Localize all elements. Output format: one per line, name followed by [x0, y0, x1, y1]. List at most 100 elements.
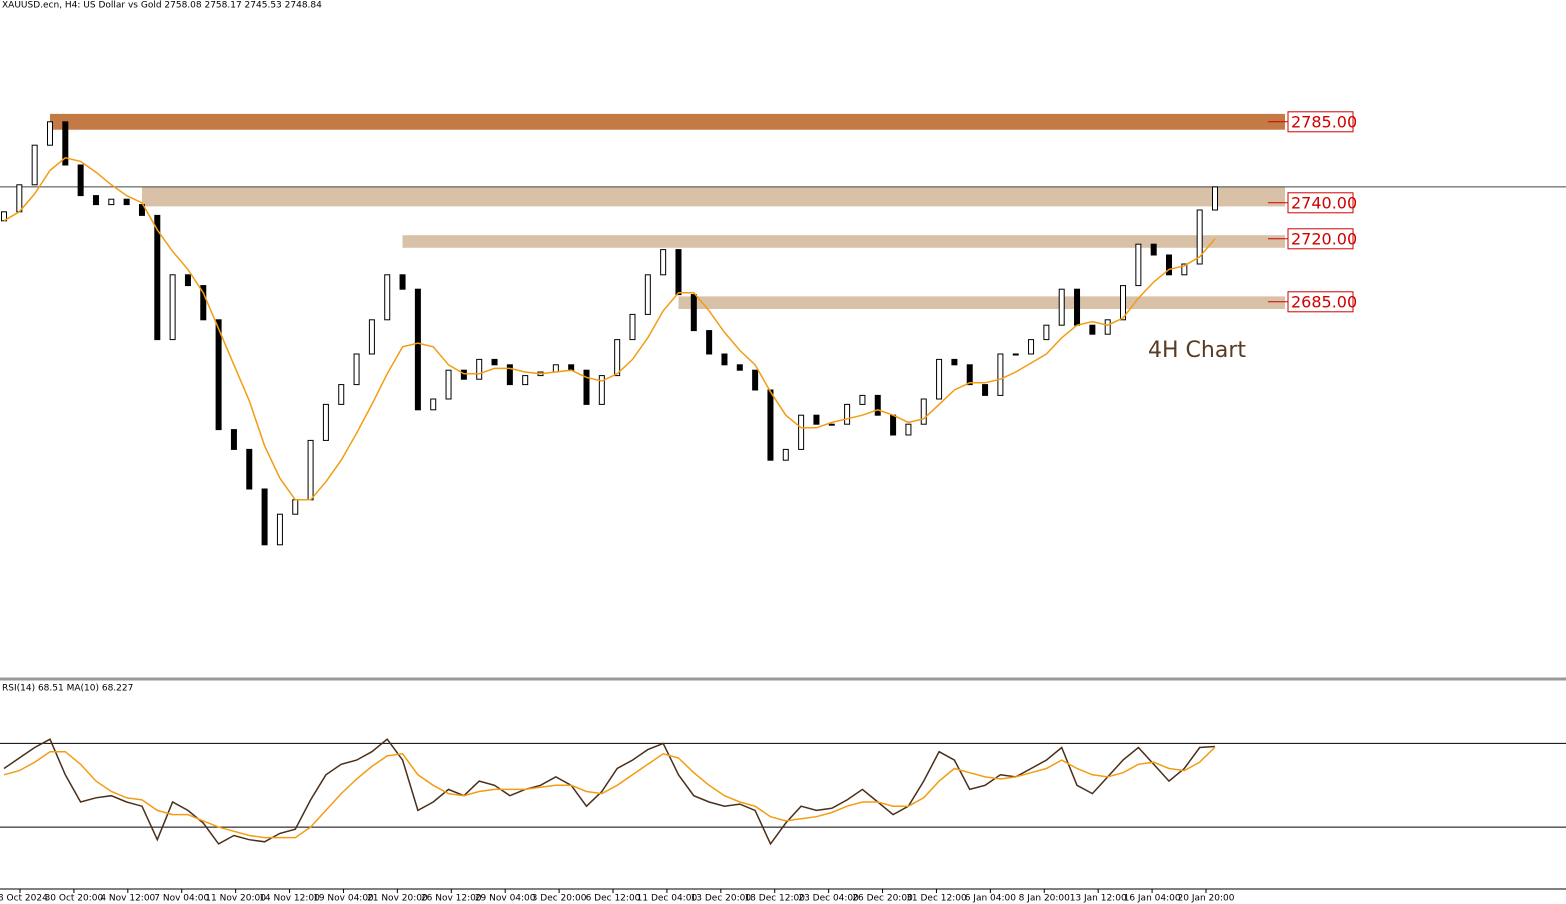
x-tick-label: 3 Dec 20:00	[532, 894, 587, 904]
x-tick-label: 8 Jan 20:00	[1019, 894, 1071, 904]
candle	[752, 369, 759, 391]
candle	[123, 198, 130, 206]
rsi-line	[3, 738, 1216, 846]
candle	[598, 375, 605, 405]
candle	[1074, 288, 1081, 326]
candle	[736, 364, 743, 371]
candle	[460, 369, 467, 380]
candle	[292, 499, 299, 515]
level-box	[1287, 111, 1354, 133]
candle	[920, 398, 927, 425]
x-tick-label: 4 Nov 12:00	[100, 894, 155, 904]
x-tick-label: 7 Nov 04:00	[154, 894, 209, 904]
rsi-line	[3, 746, 1216, 839]
candle	[31, 144, 38, 186]
candle	[276, 513, 283, 546]
candle	[568, 364, 575, 371]
chart-title: XAUUSD.ecn, H4: US Dollar vs Gold 2758.0…	[2, 1, 322, 11]
x-tick-label: 31 Dec 12:00	[906, 894, 967, 904]
candle	[506, 364, 513, 386]
candle	[414, 288, 421, 411]
x-tick-label: 23 Dec 04:00	[798, 894, 859, 904]
candle	[997, 353, 1004, 396]
candle	[721, 353, 728, 366]
candle	[951, 358, 958, 366]
candle	[154, 214, 161, 341]
level-box	[1287, 291, 1354, 313]
candle	[1135, 243, 1142, 287]
candle	[1028, 339, 1035, 355]
x-tick-label: 6 Dec 12:00	[586, 894, 641, 904]
annotation: 4H Chart	[1148, 338, 1246, 363]
x-tick-label: 11 Nov 20:00	[205, 894, 266, 904]
candle	[798, 414, 805, 450]
candle	[184, 274, 191, 287]
candle	[230, 429, 237, 450]
candle	[399, 274, 406, 290]
candle	[1166, 254, 1173, 276]
candle	[108, 198, 115, 206]
candle	[384, 274, 391, 321]
candle	[1181, 263, 1188, 276]
candle	[905, 423, 912, 436]
x-tick-label: 26 Nov 12:00	[421, 894, 482, 904]
candle	[982, 384, 989, 396]
level-label: 2720.00	[1291, 229, 1357, 248]
x-tick-label: 13 Dec 20:00	[691, 894, 752, 904]
x-tick-label: 26 Dec 20:00	[852, 894, 913, 904]
level-label: 2785.00	[1291, 112, 1357, 131]
candle	[706, 330, 713, 355]
x-tick-label: 28 Oct 2024	[0, 894, 48, 904]
x-tick-label: 20 Jan 20:00	[1178, 894, 1235, 904]
candle	[322, 403, 329, 441]
candle	[307, 439, 314, 501]
candle	[215, 319, 222, 431]
candle	[1, 211, 7, 222]
x-tick-label: 11 Dec 04:00	[637, 894, 698, 904]
candle	[644, 274, 651, 315]
candle	[261, 488, 268, 546]
candle	[767, 389, 774, 461]
candle	[936, 358, 943, 400]
candle	[62, 121, 69, 166]
candle	[77, 164, 84, 197]
candle	[782, 448, 789, 461]
candle	[16, 184, 23, 213]
candle	[828, 423, 835, 426]
level-label: 2685.00	[1291, 292, 1357, 311]
candle	[583, 369, 590, 405]
candle	[169, 274, 176, 341]
candle	[1012, 353, 1019, 356]
candle	[138, 204, 145, 216]
candle	[200, 285, 207, 321]
x-tick-label: 18 Dec 12:00	[744, 894, 805, 904]
candle	[675, 249, 682, 296]
x-tick-label: 21 Nov 20:00	[367, 894, 428, 904]
candle	[844, 403, 851, 425]
candle	[690, 294, 697, 332]
zone	[141, 186, 1285, 207]
candle	[1150, 243, 1157, 256]
x-tick-label: 13 Jan 12:00	[1070, 894, 1127, 904]
x-tick-label: 16 Jan 04:00	[1124, 894, 1181, 904]
rsi-title: RSI(14) 68.51 MA(10) 68.227	[2, 684, 133, 694]
candle	[1196, 209, 1203, 265]
zone	[678, 296, 1285, 309]
moving-average	[3, 156, 1216, 501]
candle	[1212, 186, 1218, 211]
candle	[890, 414, 897, 436]
x-tick-label: 14 Nov 12:00	[259, 894, 320, 904]
level-box	[1287, 192, 1354, 214]
level-box	[1287, 228, 1354, 250]
candle	[1043, 324, 1050, 341]
candle	[660, 249, 667, 276]
candle	[614, 339, 621, 377]
candle	[491, 358, 498, 366]
candle	[338, 384, 345, 405]
x-tick-label: 30 Oct 20:00	[45, 894, 104, 904]
candle	[368, 319, 375, 355]
candle	[1120, 285, 1127, 321]
candle	[445, 369, 452, 400]
